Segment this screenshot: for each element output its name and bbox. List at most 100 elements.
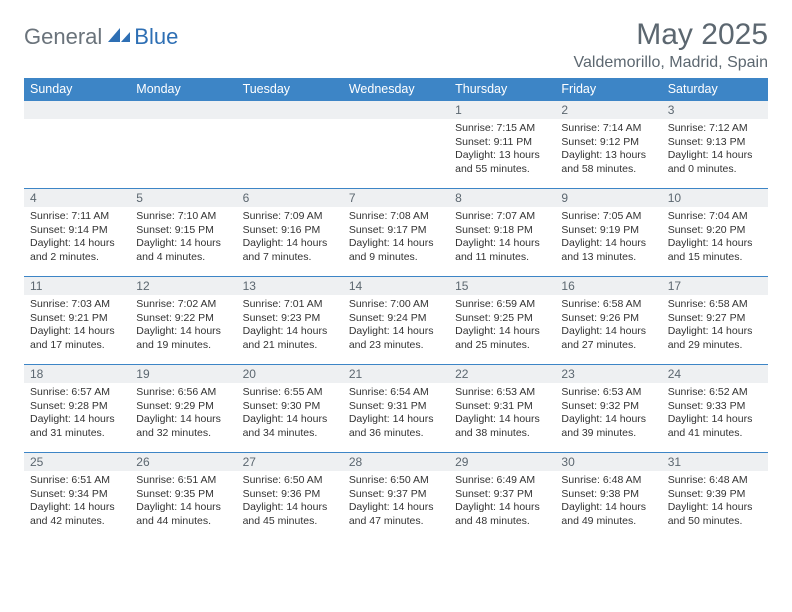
day-body: Sunrise: 7:02 AMSunset: 9:22 PMDaylight:… [130,295,236,359]
day-number: 23 [555,365,661,383]
weekday-header: Wednesday [343,78,449,101]
sunrise-text: Sunrise: 7:08 AM [349,210,443,224]
sunset-text: Sunset: 9:11 PM [455,136,549,150]
calendar-row: 1 Sunrise: 7:15 AMSunset: 9:11 PM Daylight… [24,101,768,189]
sunset-text: Sunset: 9:34 PM [30,488,124,502]
sunset-text: Sunset: 9:37 PM [455,488,549,502]
calendar-cell: 12Sunrise: 7:02 AMSunset: 9:22 PMDayligh… [130,277,236,365]
sunset-text: Sunset: 9:24 PM [349,312,443,326]
daylight-text: Daylight: 14 hours and 48 minutes. [455,501,549,528]
sunrise-text: Sunrise: 6:58 AM [668,298,762,312]
day-number: 9 [555,189,661,207]
day-number: 17 [662,277,768,295]
calendar-cell: 27Sunrise: 6:50 AMSunset: 9:36 PMDayligh… [237,453,343,541]
day-body: Sunrise: 7:08 AMSunset: 9:17 PMDaylight:… [343,207,449,271]
daynum-empty [130,101,236,119]
sunrise-text: Sunrise: 6:53 AM [561,386,655,400]
daylight-text: Daylight: 14 hours and 15 minutes. [668,237,762,264]
calendar-cell: 8Sunrise: 7:07 AMSunset: 9:18 PMDaylight… [449,189,555,277]
day-number: 27 [237,453,343,471]
calendar-cell: 22Sunrise: 6:53 AMSunset: 9:31 PMDayligh… [449,365,555,453]
day-number: 25 [24,453,130,471]
month-title: May 2025 [574,18,768,52]
sunset-text: Sunset: 9:12 PM [561,136,655,150]
calendar-cell: 11Sunrise: 7:03 AMSunset: 9:21 PMDayligh… [24,277,130,365]
daylight-text: Daylight: 14 hours and 42 minutes. [30,501,124,528]
day-number: 12 [130,277,236,295]
sunrise-text: Sunrise: 7:01 AM [243,298,337,312]
calendar-cell: 21Sunrise: 6:54 AMSunset: 9:31 PMDayligh… [343,365,449,453]
sunset-text: Sunset: 9:21 PM [30,312,124,326]
logo-text-blue: Blue [134,24,178,50]
sunset-text: Sunset: 9:27 PM [668,312,762,326]
day-number: 28 [343,453,449,471]
day-number: 6 [237,189,343,207]
sunrise-text: Sunrise: 6:51 AM [136,474,230,488]
sunset-text: Sunset: 9:39 PM [668,488,762,502]
weekday-header: Friday [555,78,661,101]
sunrise-text: Sunrise: 6:57 AM [30,386,124,400]
day-number: 21 [343,365,449,383]
day-body: Sunrise: 7:07 AMSunset: 9:18 PMDaylight:… [449,207,555,271]
daylight-text: Daylight: 14 hours and 13 minutes. [561,237,655,264]
day-body: Sunrise: 6:52 AMSunset: 9:33 PMDaylight:… [662,383,768,447]
sunset-text: Sunset: 9:13 PM [668,136,762,150]
sunrise-text: Sunrise: 6:53 AM [455,386,549,400]
sunrise-text: Sunrise: 6:48 AM [668,474,762,488]
calendar-cell [130,101,236,189]
calendar-cell: 9Sunrise: 7:05 AMSunset: 9:19 PMDaylight… [555,189,661,277]
sunset-text: Sunset: 9:35 PM [136,488,230,502]
sunrise-text: Sunrise: 6:52 AM [668,386,762,400]
day-body: Sunrise: 6:58 AMSunset: 9:26 PMDaylight:… [555,295,661,359]
calendar-cell: 19Sunrise: 6:56 AMSunset: 9:29 PMDayligh… [130,365,236,453]
day-body: Sunrise: 6:51 AMSunset: 9:34 PMDaylight:… [24,471,130,535]
calendar-cell: 1Sunrise: 7:15 AMSunset: 9:11 PMDaylight… [449,101,555,189]
sunset-text: Sunset: 9:36 PM [243,488,337,502]
logo-sail-icon [106,26,132,44]
daylight-text: Daylight: 14 hours and 19 minutes. [136,325,230,352]
sunrise-text: Sunrise: 7:04 AM [668,210,762,224]
sunset-text: Sunset: 9:26 PM [561,312,655,326]
calendar-cell: 26Sunrise: 6:51 AMSunset: 9:35 PMDayligh… [130,453,236,541]
sunset-text: Sunset: 9:29 PM [136,400,230,414]
sunset-text: Sunset: 9:30 PM [243,400,337,414]
day-body: Sunrise: 7:03 AMSunset: 9:21 PMDaylight:… [24,295,130,359]
calendar-cell [343,101,449,189]
daylight-text: Daylight: 14 hours and 21 minutes. [243,325,337,352]
weekday-header: Tuesday [237,78,343,101]
daylight-text: Daylight: 14 hours and 44 minutes. [136,501,230,528]
sunset-text: Sunset: 9:23 PM [243,312,337,326]
day-body: Sunrise: 6:56 AMSunset: 9:29 PMDaylight:… [130,383,236,447]
day-body: Sunrise: 7:14 AMSunset: 9:12 PMDaylight:… [555,119,661,183]
calendar-cell: 4Sunrise: 7:11 AMSunset: 9:14 PMDaylight… [24,189,130,277]
day-body: Sunrise: 6:55 AMSunset: 9:30 PMDaylight:… [237,383,343,447]
logo-text-general: General [24,24,102,50]
day-number: 14 [343,277,449,295]
calendar-cell: 17 Sunrise: 6:58 AMSunset: 9:27 PMDayligh… [662,277,768,365]
day-number: 4 [24,189,130,207]
calendar-cell: 13Sunrise: 7:01 AMSunset: 9:23 PMDayligh… [237,277,343,365]
calendar-cell: 24Sunrise: 6:52 AMSunset: 9:33 PMDayligh… [662,365,768,453]
day-number: 2 [555,101,661,119]
day-number: 1 [449,101,555,119]
day-number: 7 [343,189,449,207]
daylight-text: Daylight: 14 hours and 29 minutes. [668,325,762,352]
calendar-table: SundayMondayTuesdayWednesdayThursdayFrid… [24,78,768,541]
daylight-text: Daylight: 14 hours and 50 minutes. [668,501,762,528]
day-body: Sunrise: 6:48 AMSunset: 9:38 PMDaylight:… [555,471,661,535]
sunrise-text: Sunrise: 7:15 AM [455,122,549,136]
day-number: 10 [662,189,768,207]
day-body: Sunrise: 7:10 AMSunset: 9:15 PMDaylight:… [130,207,236,271]
calendar-cell: 3Sunrise: 7:12 AMSunset: 9:13 PMDaylight… [662,101,768,189]
weekday-header: Saturday [662,78,768,101]
daylight-text: Daylight: 14 hours and 27 minutes. [561,325,655,352]
daylight-text: Daylight: 14 hours and 0 minutes. [668,149,762,176]
day-number: 3 [662,101,768,119]
day-number: 11 [24,277,130,295]
sunset-text: Sunset: 9:32 PM [561,400,655,414]
sunrise-text: Sunrise: 6:49 AM [455,474,549,488]
sunrise-text: Sunrise: 7:09 AM [243,210,337,224]
calendar-cell: 28Sunrise: 6:50 AMSunset: 9:37 PMDayligh… [343,453,449,541]
sunrise-text: Sunrise: 6:59 AM [455,298,549,312]
sunset-text: Sunset: 9:14 PM [30,224,124,238]
